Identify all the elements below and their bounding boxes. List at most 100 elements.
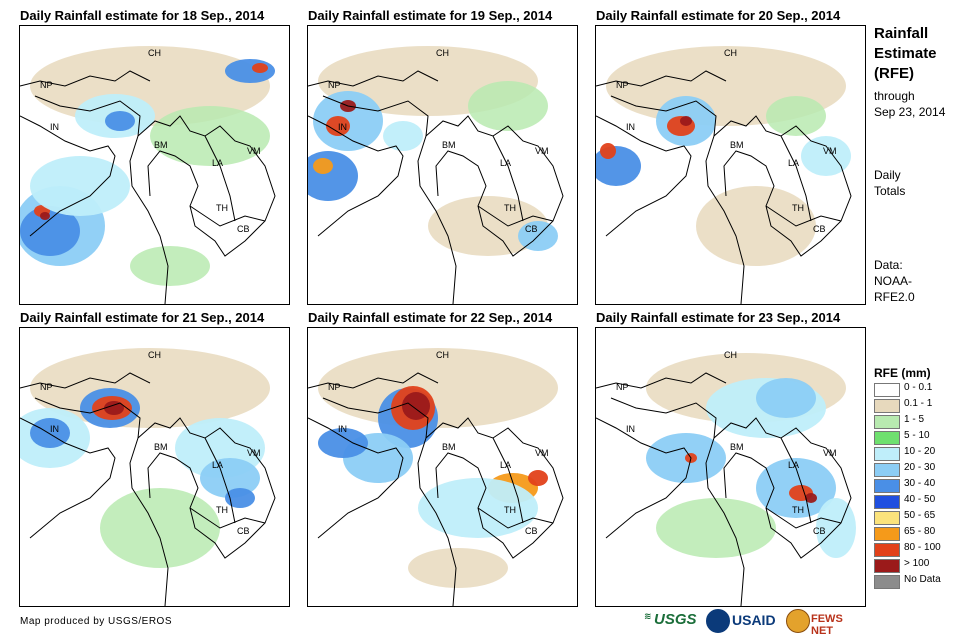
- country-label-np: NP: [328, 382, 341, 392]
- rain-area: [40, 212, 50, 220]
- country-label-bm: BM: [442, 442, 456, 452]
- country-label-ch: CH: [148, 350, 161, 360]
- usaid-logo-text: USAID: [732, 612, 776, 628]
- sidebar-through-date: Sep 23, 2014: [874, 105, 946, 119]
- panel-title-5: Daily Rainfall estimate for 22 Sep., 201…: [308, 310, 553, 325]
- sidebar-data-source-2: RFE2.0: [874, 290, 915, 304]
- map-panel-2: CH NP IN BM LA VM TH CB: [307, 25, 578, 305]
- country-label-ch: CH: [724, 48, 737, 58]
- legend-swatch: [874, 415, 900, 429]
- legend-label: 0.1 - 1: [904, 398, 933, 409]
- country-label-cb: CB: [237, 526, 250, 536]
- legend-item: 0 - 0.1: [874, 382, 964, 397]
- legend-swatch: [874, 575, 900, 589]
- rain-area: [225, 488, 255, 508]
- rain-area: [30, 156, 130, 216]
- country-label-in: IN: [626, 122, 635, 132]
- country-label-la: LA: [500, 158, 511, 168]
- country-label-th: TH: [216, 505, 228, 515]
- country-borders: [20, 372, 276, 606]
- rainfall-map-2: CH NP IN BM LA VM TH CB: [308, 46, 564, 304]
- legend-item: 5 - 10: [874, 430, 964, 445]
- rain-area: [805, 493, 817, 503]
- country-label-ch: CH: [436, 350, 449, 360]
- country-borders: [20, 70, 276, 304]
- rain-area: [326, 116, 350, 136]
- rainfall-map-3: CH NP IN BM LA VM TH CB: [596, 46, 852, 304]
- country-label-np: NP: [616, 80, 629, 90]
- rain-area: [408, 548, 508, 588]
- country-label-th: TH: [216, 203, 228, 213]
- country-label-bm: BM: [442, 140, 456, 150]
- fews-globe-icon: [786, 609, 810, 633]
- legend-item: > 100: [874, 558, 964, 573]
- legend-label: 1 - 5: [904, 414, 925, 425]
- country-label-cb: CB: [813, 526, 826, 536]
- country-label-vm: VM: [535, 146, 549, 156]
- country-label-bm: BM: [154, 140, 168, 150]
- rain-area: [801, 136, 851, 176]
- rainfall-map-4: CH NP IN BM LA VM TH CB: [20, 348, 276, 606]
- legend-swatch: [874, 431, 900, 445]
- country-label-la: LA: [788, 158, 799, 168]
- usaid-seal-icon: [706, 609, 730, 633]
- rain-area: [225, 59, 275, 83]
- country-label-bm: BM: [730, 140, 744, 150]
- legend-label: 20 - 30: [904, 462, 936, 473]
- rain-area: [104, 401, 124, 415]
- map-panel-5: CH NP IN BM LA VM TH CB: [307, 327, 578, 607]
- rain-area: [130, 246, 210, 286]
- country-label-np: NP: [616, 382, 629, 392]
- legend-label: > 100: [904, 558, 930, 569]
- legend-item: 65 - 80: [874, 526, 964, 541]
- rain-area: [680, 116, 692, 126]
- country-label-la: LA: [788, 460, 799, 470]
- legend-item: 20 - 30: [874, 462, 964, 477]
- country-borders: [308, 70, 564, 304]
- country-label-cb: CB: [525, 526, 538, 536]
- map-panel-3: CH NP IN BM LA VM TH CB: [595, 25, 866, 305]
- country-label-th: TH: [504, 203, 516, 213]
- country-label-th: TH: [504, 505, 516, 515]
- panel-title-3: Daily Rainfall estimate for 20 Sep., 201…: [596, 8, 841, 23]
- sidebar-totals: Totals: [874, 184, 906, 198]
- rain-area: [105, 111, 135, 131]
- country-label-in: IN: [338, 122, 347, 132]
- usaid-logo: USAID: [706, 609, 784, 633]
- map-credit: Map produced by USGS/EROS: [20, 616, 173, 627]
- country-label-la: LA: [500, 460, 511, 470]
- panel-title-4: Daily Rainfall estimate for 21 Sep., 201…: [20, 310, 265, 325]
- panel-title-6: Daily Rainfall estimate for 23 Sep., 201…: [596, 310, 841, 325]
- country-label-vm: VM: [823, 448, 837, 458]
- sidebar-through: through: [874, 89, 915, 103]
- legend-item: 1 - 5: [874, 414, 964, 429]
- country-label-la: LA: [212, 158, 223, 168]
- sidebar-heading-2: Estimate: [874, 45, 937, 62]
- legend-swatch: [874, 479, 900, 493]
- rain-area: [428, 196, 548, 256]
- fews-net-logo: FEWS NET: [786, 609, 866, 637]
- rain-area: [318, 428, 368, 458]
- legend-item: 10 - 20: [874, 446, 964, 461]
- legend-swatch: [874, 511, 900, 525]
- legend-label: No Data: [904, 574, 941, 585]
- country-label-vm: VM: [535, 448, 549, 458]
- country-borders: [596, 372, 852, 606]
- legend-label: 30 - 40: [904, 478, 936, 489]
- map-panel-6: CH NP IN BM LA VM TH CB: [595, 327, 866, 607]
- legend-swatch: [874, 543, 900, 557]
- rain-area: [600, 143, 616, 159]
- panel-title-2: Daily Rainfall estimate for 19 Sep., 201…: [308, 8, 553, 23]
- legend-label: 40 - 50: [904, 494, 936, 505]
- legend-label: 0 - 0.1: [904, 382, 933, 393]
- legend-swatch: [874, 527, 900, 541]
- legend-item: 50 - 65: [874, 510, 964, 525]
- fews-net-text: FEWS NET: [811, 613, 843, 637]
- rain-area: [318, 348, 558, 428]
- country-label-np: NP: [40, 382, 53, 392]
- sidebar-daily: Daily: [874, 168, 901, 182]
- legend-swatch: [874, 447, 900, 461]
- usgs-logo: ≋ USGS: [644, 611, 697, 628]
- country-borders: [596, 70, 852, 304]
- sidebar-data-source-1: NOAA-: [874, 274, 913, 288]
